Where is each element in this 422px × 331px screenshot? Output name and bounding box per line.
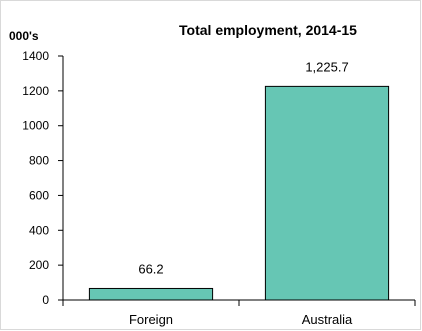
data-label: 1,225.7 [305, 59, 348, 74]
y-tick-label: 0 [42, 293, 49, 307]
plot-area: 0 200 400 600 800 1000 1200 1400 66.2 Foreign 1,22… [22, 49, 416, 327]
data-label: 66.2 [138, 261, 163, 276]
y-tick-label: 600 [29, 188, 49, 202]
y-tick-label: 1400 [22, 49, 49, 63]
bar [88, 287, 214, 301]
x-category-label: Australia [302, 312, 353, 327]
y-unit-label: 000's [9, 29, 39, 43]
x-category-label: Foreign [129, 312, 173, 327]
y-tick-label: 1200 [22, 84, 49, 98]
bar [264, 85, 390, 301]
y-tick-label: 400 [29, 223, 49, 237]
y-tick-label: 200 [29, 258, 49, 272]
y-tick-label: 800 [29, 154, 49, 168]
y-tick-label: 1000 [22, 119, 49, 133]
chart-title: Total employment, 2014-15 [179, 22, 357, 38]
